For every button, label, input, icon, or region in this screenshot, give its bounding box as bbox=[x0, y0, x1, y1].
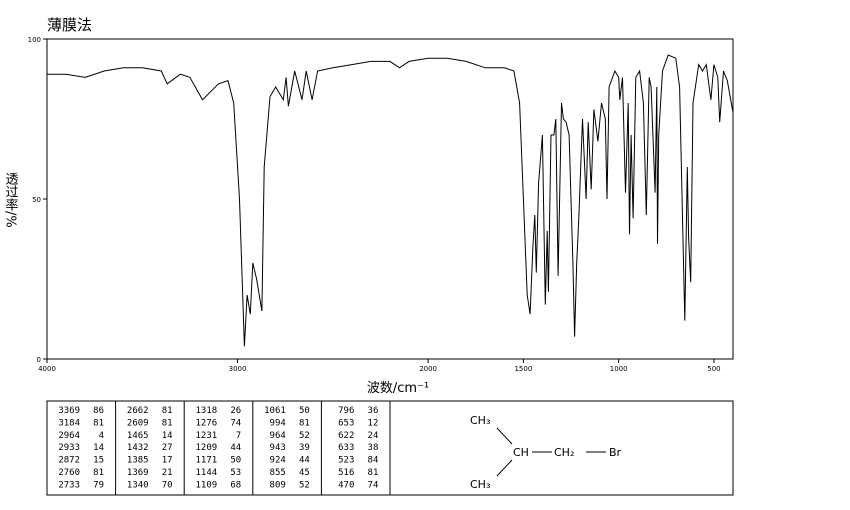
peak-wavenumber: 516 bbox=[338, 468, 354, 478]
peak-wavenumber: 1385 bbox=[127, 456, 149, 466]
peak-transmittance: 14 bbox=[93, 443, 104, 453]
chart-title: 薄膜法 bbox=[47, 16, 92, 34]
peak-transmittance: 50 bbox=[230, 456, 241, 466]
peak-wavenumber: 924 bbox=[270, 456, 286, 466]
peak-wavenumber: 1231 bbox=[196, 431, 218, 441]
y-tick-label: 100 bbox=[28, 36, 41, 44]
peak-wavenumber: 523 bbox=[338, 456, 354, 466]
peak-wavenumber: 1432 bbox=[127, 443, 149, 453]
peak-transmittance: 38 bbox=[368, 443, 379, 453]
peak-wavenumber: 1144 bbox=[196, 468, 218, 478]
peak-wavenumber: 2933 bbox=[58, 443, 80, 453]
y-tick-label: 0 bbox=[37, 356, 41, 364]
peak-wavenumber: 1318 bbox=[196, 406, 218, 416]
peak-transmittance: 81 bbox=[162, 406, 173, 416]
structure-label: CH₃ bbox=[470, 478, 490, 491]
peak-transmittance: 81 bbox=[93, 418, 104, 428]
peak-transmittance: 53 bbox=[230, 468, 241, 478]
peak-wavenumber: 796 bbox=[338, 406, 354, 416]
y-axis-label: 透过率/% bbox=[3, 172, 19, 228]
peak-transmittance: 27 bbox=[162, 443, 173, 453]
structure-label: CH bbox=[513, 446, 529, 459]
peak-wavenumber: 994 bbox=[270, 418, 286, 428]
structure-bonds bbox=[496, 427, 606, 477]
peak-wavenumber: 2872 bbox=[58, 456, 80, 466]
peak-transmittance: 24 bbox=[368, 431, 379, 441]
peak-transmittance: 17 bbox=[162, 456, 173, 466]
peak-transmittance: 26 bbox=[230, 406, 241, 416]
peak-transmittance: 74 bbox=[368, 480, 379, 490]
peak-transmittance: 74 bbox=[230, 418, 241, 428]
peak-transmittance: 81 bbox=[299, 418, 310, 428]
peak-wavenumber: 2662 bbox=[127, 406, 149, 416]
x-tick-label: 3000 bbox=[229, 365, 247, 373]
peak-wavenumber: 964 bbox=[270, 431, 286, 441]
peak-transmittance: 81 bbox=[368, 468, 379, 478]
peak-transmittance: 68 bbox=[230, 480, 241, 490]
peak-transmittance: 44 bbox=[230, 443, 241, 453]
peak-transmittance: 21 bbox=[162, 468, 173, 478]
x-axis-label: 波数/cm⁻¹ bbox=[367, 381, 429, 396]
peak-transmittance: 39 bbox=[299, 443, 310, 453]
peak-wavenumber: 3184 bbox=[58, 418, 80, 428]
peak-transmittance: 14 bbox=[162, 431, 173, 441]
peak-wavenumber: 2760 bbox=[58, 468, 80, 478]
spectrum-line bbox=[47, 54, 734, 347]
peak-transmittance: 7 bbox=[236, 431, 241, 441]
peak-transmittance: 36 bbox=[368, 406, 379, 416]
peak-transmittance: 45 bbox=[299, 468, 310, 478]
peak-wavenumber: 3369 bbox=[58, 406, 80, 416]
x-tick-label: 1500 bbox=[514, 365, 532, 373]
peak-wavenumber: 1340 bbox=[127, 480, 149, 490]
peak-wavenumber: 855 bbox=[270, 468, 286, 478]
peak-wavenumber: 1061 bbox=[264, 406, 286, 416]
structure-label: Br bbox=[609, 446, 622, 459]
peak-wavenumber: 2609 bbox=[127, 418, 149, 428]
peak-transmittance: 4 bbox=[99, 431, 104, 441]
peak-wavenumber: 2733 bbox=[58, 480, 80, 490]
peak-wavenumber: 633 bbox=[338, 443, 354, 453]
peak-wavenumber: 809 bbox=[270, 480, 286, 490]
peak-wavenumber: 622 bbox=[338, 431, 354, 441]
peak-wavenumber: 1369 bbox=[127, 468, 149, 478]
structure-label: CH₃ bbox=[470, 414, 490, 427]
x-tick-label: 2000 bbox=[419, 365, 437, 373]
peak-transmittance: 15 bbox=[93, 456, 104, 466]
peak-transmittance: 70 bbox=[162, 480, 173, 490]
peak-transmittance: 52 bbox=[299, 431, 310, 441]
peak-transmittance: 81 bbox=[93, 468, 104, 478]
structure-label: CH₂ bbox=[554, 446, 574, 459]
peak-transmittance: 86 bbox=[93, 406, 104, 416]
peak-transmittance: 84 bbox=[368, 456, 379, 466]
peak-wavenumber: 1109 bbox=[196, 480, 218, 490]
peak-transmittance: 50 bbox=[299, 406, 310, 416]
peak-wavenumber: 1209 bbox=[196, 443, 218, 453]
peak-wavenumber: 1465 bbox=[127, 431, 149, 441]
peak-transmittance: 44 bbox=[299, 456, 310, 466]
peak-wavenumber: 2964 bbox=[58, 431, 80, 441]
peak-transmittance: 12 bbox=[368, 418, 379, 428]
y-tick-label: 50 bbox=[32, 196, 41, 204]
x-tick-label: 500 bbox=[707, 365, 720, 373]
peak-transmittance: 52 bbox=[299, 480, 310, 490]
x-tick-label: 4000 bbox=[38, 365, 56, 373]
peak-wavenumber: 1171 bbox=[196, 456, 218, 466]
peak-wavenumber: 1276 bbox=[196, 418, 218, 428]
x-tick-label: 1000 bbox=[610, 365, 628, 373]
peak-wavenumber: 943 bbox=[270, 443, 286, 453]
peak-transmittance: 81 bbox=[162, 418, 173, 428]
peak-wavenumber: 653 bbox=[338, 418, 354, 428]
peak-transmittance: 79 bbox=[93, 480, 104, 490]
peak-wavenumber: 470 bbox=[338, 480, 354, 490]
